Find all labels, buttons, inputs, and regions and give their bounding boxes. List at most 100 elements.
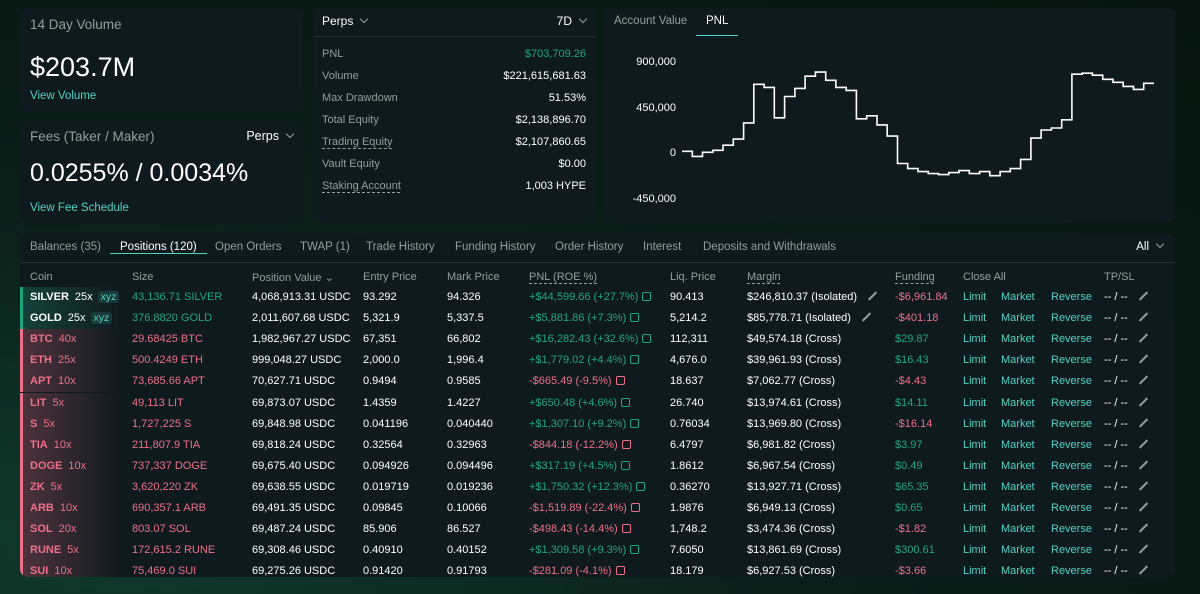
market-close-button[interactable]: Market [1001, 502, 1035, 514]
limit-close-button[interactable]: Limit [963, 333, 987, 346]
market-close-button[interactable]: Market [1001, 417, 1035, 430]
tab-deposits-withdrawals[interactable]: Deposits and Withdrawals [703, 241, 836, 253]
fees-market-select[interactable]: Perps [246, 129, 295, 143]
reverse-close-button[interactable]: Reverse [1051, 417, 1092, 430]
limit-close-button[interactable]: Limit [963, 417, 987, 430]
limit-close-button[interactable]: Limit [963, 438, 987, 451]
share-icon[interactable] [630, 545, 640, 555]
limit-close-button[interactable]: Limit [963, 375, 987, 388]
edit-tpsl-icon[interactable] [1138, 375, 1148, 385]
edit-tpsl-icon[interactable] [1138, 354, 1148, 364]
reverse-close-button[interactable]: Reverse [1051, 459, 1092, 472]
coin-cell[interactable]: ARB 10x [30, 502, 78, 514]
share-icon[interactable] [630, 418, 640, 428]
tab-funding-history[interactable]: Funding History [455, 241, 536, 253]
market-close-button[interactable]: Market [1001, 459, 1035, 472]
tab-pnl[interactable]: PNL [696, 15, 739, 36]
share-icon[interactable] [621, 524, 631, 534]
coin-cell[interactable]: SUI 10x [30, 565, 72, 577]
col-position-value[interactable]: Position Value ⌄ [252, 271, 334, 284]
coin-cell[interactable]: SILVER 25x xyz [30, 291, 120, 303]
tab-interest[interactable]: Interest [643, 241, 682, 253]
market-close-button[interactable]: Market [1001, 480, 1035, 493]
share-icon[interactable] [630, 355, 640, 365]
edit-margin-icon[interactable] [861, 312, 872, 322]
edit-tpsl-icon[interactable] [1138, 396, 1148, 407]
limit-close-button[interactable]: Limit [963, 354, 987, 367]
edit-tpsl-icon[interactable] [1138, 312, 1148, 322]
edit-tpsl-icon[interactable] [1138, 481, 1148, 491]
limit-close-button[interactable]: Limit [963, 502, 987, 514]
market-close-button[interactable]: Market [1001, 291, 1035, 303]
edit-tpsl-icon[interactable] [1138, 502, 1148, 512]
reverse-close-button[interactable]: Reverse [1051, 438, 1092, 451]
reverse-close-button[interactable]: Reverse [1051, 544, 1092, 557]
reverse-close-button[interactable]: Reverse [1051, 480, 1092, 493]
coin-cell[interactable]: LIT 5x [30, 397, 64, 409]
edit-tpsl-icon[interactable] [1138, 523, 1148, 533]
edit-tpsl-icon[interactable] [1138, 333, 1148, 343]
market-close-button[interactable]: Market [1001, 544, 1035, 557]
coin-cell[interactable]: BTC 40x [30, 333, 76, 345]
share-icon[interactable] [630, 503, 640, 512]
reverse-close-button[interactable]: Reverse [1051, 312, 1092, 325]
limit-close-button[interactable]: Limit [963, 480, 987, 493]
limit-close-button[interactable]: Limit [963, 459, 987, 472]
share-icon[interactable] [615, 376, 625, 386]
tab-order-history[interactable]: Order History [555, 241, 624, 253]
market-close-button[interactable]: Market [1001, 333, 1035, 346]
edit-margin-icon[interactable] [867, 291, 878, 301]
positions-filter-select[interactable]: All [1136, 239, 1165, 253]
coin-cell[interactable]: DOGE 10x [30, 460, 86, 472]
reverse-close-button[interactable]: Reverse [1051, 354, 1092, 367]
tab-account-value[interactable]: Account Value [614, 15, 688, 27]
stats-market-select[interactable]: Perps [322, 14, 369, 28]
market-close-button[interactable]: Market [1001, 354, 1035, 367]
reverse-close-button[interactable]: Reverse [1051, 375, 1092, 388]
edit-tpsl-icon[interactable] [1138, 417, 1148, 428]
coin-cell[interactable]: RUNE 5x [30, 544, 79, 556]
market-close-button[interactable]: Market [1001, 312, 1035, 325]
market-close-button[interactable]: Market [1001, 523, 1035, 536]
view-volume-link[interactable]: View Volume [30, 90, 97, 102]
share-icon[interactable] [642, 292, 652, 301]
coin-cell[interactable]: ZK 5x [30, 481, 62, 493]
reverse-close-button[interactable]: Reverse [1051, 333, 1092, 346]
limit-close-button[interactable]: Limit [963, 291, 987, 303]
tab-positions[interactable]: Positions (120) [110, 241, 207, 254]
col-funding[interactable]: Funding [895, 271, 935, 283]
share-icon[interactable] [621, 397, 631, 407]
tab-open-orders[interactable]: Open Orders [215, 241, 282, 253]
market-close-button[interactable]: Market [1001, 396, 1035, 409]
share-icon[interactable] [630, 313, 640, 323]
limit-close-button[interactable]: Limit [963, 523, 987, 536]
edit-tpsl-icon[interactable] [1138, 544, 1148, 554]
market-close-button[interactable]: Market [1001, 438, 1035, 451]
share-icon[interactable] [642, 334, 652, 344]
limit-close-button[interactable]: Limit [963, 544, 987, 557]
coin-cell[interactable]: ETH 25x [30, 354, 76, 366]
limit-close-button[interactable]: Limit [963, 396, 987, 409]
view-fee-schedule-link[interactable]: View Fee Schedule [30, 202, 129, 214]
share-icon[interactable] [615, 566, 625, 576]
reverse-close-button[interactable]: Reverse [1051, 502, 1092, 514]
reverse-close-button[interactable]: Reverse [1051, 396, 1092, 409]
stat-label[interactable]: Staking Account [322, 180, 401, 192]
reverse-close-button[interactable]: Reverse [1051, 565, 1092, 577]
tab-balances[interactable]: Balances (35) [30, 241, 101, 253]
edit-tpsl-icon[interactable] [1138, 291, 1148, 301]
coin-cell[interactable]: TIA 10x [30, 439, 71, 451]
close-all-button[interactable]: Close All [963, 271, 1006, 283]
limit-close-button[interactable]: Limit [963, 312, 987, 325]
edit-tpsl-icon[interactable] [1138, 565, 1148, 575]
share-icon[interactable] [621, 439, 631, 449]
reverse-close-button[interactable]: Reverse [1051, 291, 1092, 303]
tab-trade-history[interactable]: Trade History [366, 241, 435, 253]
stat-label[interactable]: Trading Equity [322, 136, 393, 148]
coin-cell[interactable]: SOL 20x [30, 523, 76, 535]
col-margin[interactable]: Margin [747, 271, 781, 283]
edit-tpsl-icon[interactable] [1138, 439, 1148, 449]
limit-close-button[interactable]: Limit [963, 565, 987, 577]
market-close-button[interactable]: Market [1001, 375, 1035, 388]
market-close-button[interactable]: Market [1001, 565, 1035, 577]
